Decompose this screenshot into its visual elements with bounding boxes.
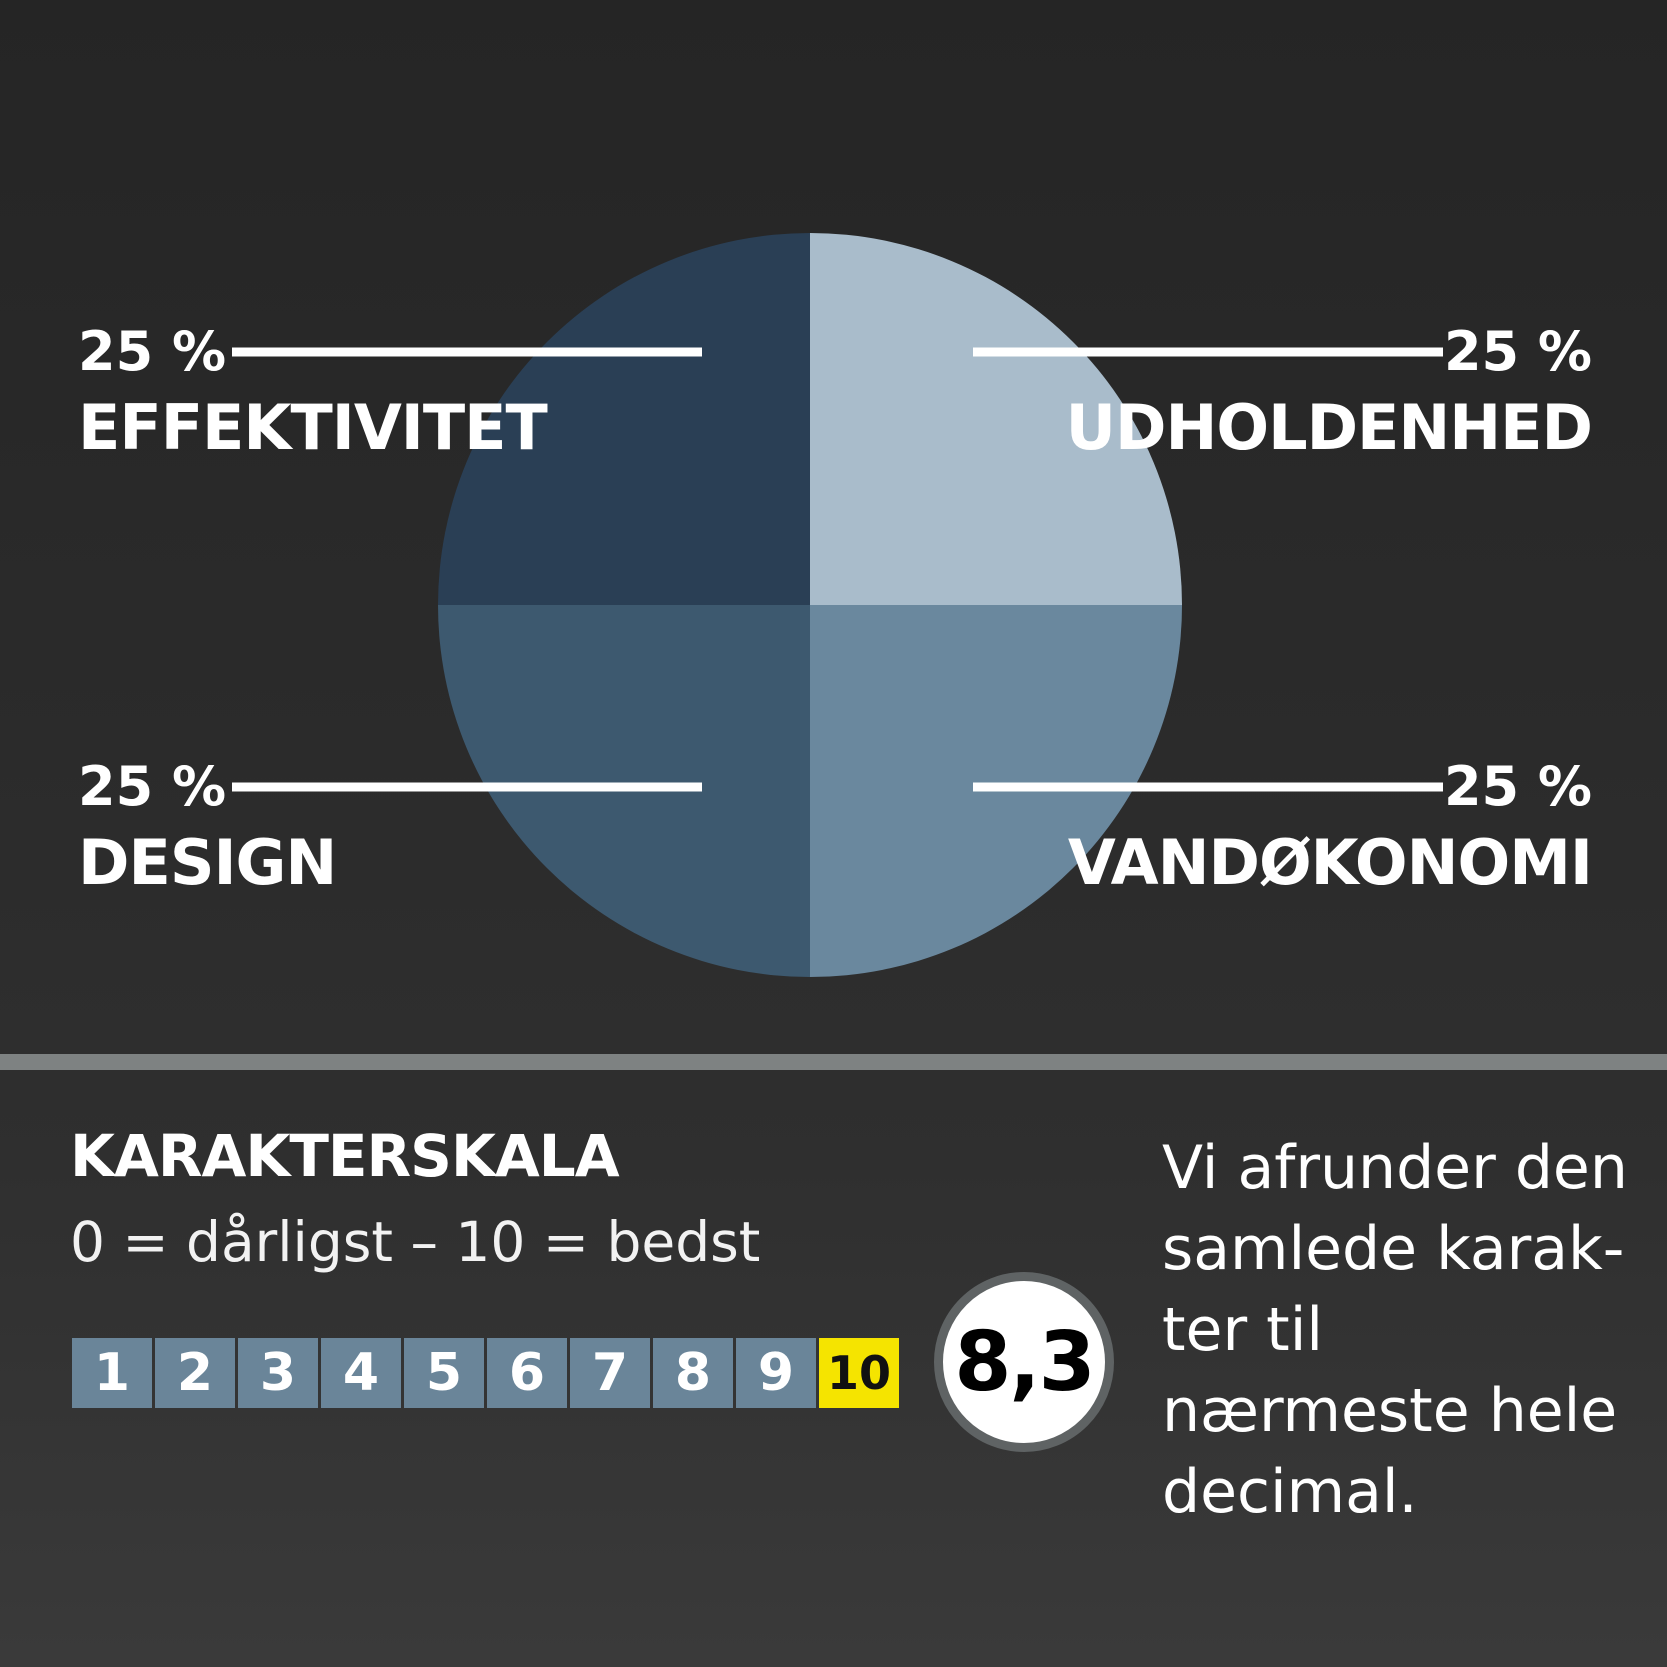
pct-design: 25 %: [78, 755, 227, 818]
pie-slice-design: [438, 233, 810, 605]
pie-chart: [438, 233, 1182, 977]
scale-step-7: 7: [570, 1338, 650, 1408]
score-badge: 8,3: [934, 1272, 1114, 1452]
section-divider: [0, 1054, 1667, 1070]
rounding-note: Vi afrunder den samlede karak-ter til næ…: [1162, 1133, 1628, 1527]
pct-vandokonomi: 25 %: [1443, 755, 1592, 818]
label-effektivitet: 25 % EFFEKTIVITET: [78, 320, 548, 464]
label-design: 25 % DESIGN: [78, 755, 337, 899]
scale-step-5: 5: [404, 1338, 484, 1408]
scale-step-8: 8: [653, 1338, 733, 1408]
name-vandokonomi: VANDØKONOMI: [1067, 826, 1593, 899]
scale-step-1: 1: [72, 1338, 152, 1408]
label-udholdenhed: 25 % UDHOLDENHED: [1065, 320, 1593, 464]
scale-subtitle: 0 = dårligst – 10 = bedst: [70, 1210, 761, 1274]
pct-udholdenhed: 25 %: [1443, 320, 1592, 383]
grade-scale-bar: 1 2 3 4 5 6 7 8 9 10: [72, 1338, 899, 1408]
label-vandokonomi: 25 % VANDØKONOMI: [1067, 755, 1593, 899]
name-effektivitet: EFFEKTIVITET: [78, 391, 548, 464]
scale-step-2: 2: [155, 1338, 235, 1408]
name-udholdenhed: UDHOLDENHED: [1065, 391, 1593, 464]
score-value: 8,3: [954, 1314, 1095, 1410]
scale-step-3: 3: [238, 1338, 318, 1408]
scale-step-9: 9: [736, 1338, 816, 1408]
scale-step-10: 10: [819, 1338, 899, 1408]
name-design: DESIGN: [78, 826, 337, 899]
scale-step-4: 4: [321, 1338, 401, 1408]
pct-effektivitet: 25 %: [78, 320, 227, 383]
scale-title: KARAKTERSKALA: [70, 1122, 620, 1190]
scale-step-6: 6: [487, 1338, 567, 1408]
pie-slice-effektivitet: [810, 233, 1182, 605]
